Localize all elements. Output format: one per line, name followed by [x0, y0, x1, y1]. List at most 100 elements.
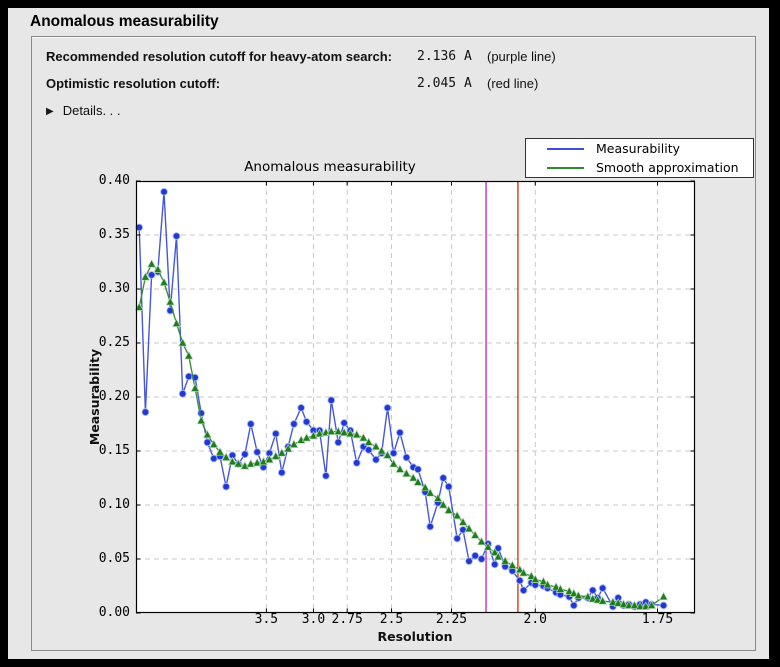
smooth-approximation-point [493, 551, 503, 561]
measurability-point [372, 455, 380, 464]
details-disclosure[interactable]: ▶ Details. . . [46, 103, 121, 118]
smooth-approximation-point [458, 517, 468, 526]
measurability-point [659, 601, 668, 610]
measurability-point [471, 551, 480, 560]
smooth-approximation-point [573, 590, 584, 600]
measurability-point [426, 522, 435, 531]
measurability-point [465, 557, 473, 566]
smooth-approximation-point [326, 426, 336, 436]
measurability-point [352, 459, 361, 467]
legend-line-blue [547, 148, 584, 150]
chart-legend: Measurability Smooth approximation [525, 138, 754, 178]
measurability-point [439, 474, 448, 482]
y-tick-label: 0.00 [98, 605, 130, 620]
x-tick-label: 1.75 [641, 612, 674, 627]
legend-entry-measurability: Measurability [526, 140, 753, 157]
legend-label: Smooth approximation [596, 160, 739, 175]
smooth-approximation-point [171, 318, 182, 328]
optimistic-cutoff-value: 2.045 A [417, 76, 472, 91]
chart-title: Anomalous measurability [244, 159, 416, 175]
measurability-point [135, 223, 144, 232]
smooth-approximation-point [153, 264, 163, 274]
measurability-point [246, 420, 255, 428]
smooth-approximation-point [264, 454, 274, 464]
smooth-approximation-point [658, 591, 669, 601]
x-axis-label: Resolution [377, 629, 453, 644]
measurability-point [297, 403, 305, 412]
y-tick-label: 0.30 [98, 281, 130, 296]
smooth-approximation-point [433, 493, 443, 502]
smooth-approximation-point [500, 556, 510, 565]
measurability-point [515, 576, 524, 585]
smooth-approximation-point [190, 383, 200, 392]
smooth-approximation-point [438, 499, 448, 509]
smooth-approximation-point [134, 302, 144, 311]
measurability-point [490, 560, 499, 569]
smooth-approximation-point [629, 600, 640, 609]
recommended-cutoff-value: 2.136 A [417, 49, 472, 64]
smooth-approximation-point [233, 458, 243, 468]
smooth-approximation-point [490, 547, 500, 556]
optimistic-cutoff-label: Optimistic resolution cutoff: [46, 76, 221, 91]
smooth-approximation-point [202, 429, 212, 439]
smooth-approximation-point [564, 586, 574, 595]
smooth-approximation-point [608, 597, 618, 606]
measurability-point [222, 482, 230, 491]
measurability-point [364, 446, 373, 454]
measurability-point [569, 601, 578, 610]
measurability-point [453, 534, 462, 543]
measurability-point [172, 232, 181, 240]
smooth-approximation-point [518, 567, 529, 577]
smooth-approximation-point [333, 426, 343, 436]
measurability-point [322, 471, 330, 480]
measurability-point [327, 396, 336, 405]
measurability-point [519, 586, 528, 595]
page-title: Anomalous measurability [30, 13, 219, 30]
smooth-approximation-point [371, 441, 381, 451]
smooth-approximation-point [140, 271, 150, 281]
smooth-approximation-point [470, 530, 480, 539]
smooth-approximation-point [476, 536, 487, 546]
smooth-approximation-point [452, 510, 462, 520]
smooth-approximation-point [314, 428, 325, 438]
smooth-approximation-point [530, 574, 540, 583]
measurability-point [271, 429, 280, 438]
measurability-point [178, 389, 187, 398]
measurability-point [302, 417, 311, 426]
smooth-approximation-point [395, 464, 405, 473]
measurability-point [389, 449, 398, 458]
measurability-point [340, 419, 349, 427]
smooth-approximation-point [221, 452, 231, 461]
smooth-approximation-point [382, 450, 393, 459]
smooth-approximation-point [583, 591, 593, 601]
measurability-point [402, 453, 411, 462]
smooth-approximation-point [444, 505, 454, 514]
y-tick-label: 0.05 [98, 551, 130, 566]
plot-area [134, 180, 696, 614]
smooth-approximation-point [283, 443, 293, 453]
smooth-approximation-point [538, 576, 548, 586]
measurability-point [459, 525, 467, 534]
recommended-cutoff-label: Recommended resolution cutoff for heavy-… [46, 49, 393, 64]
smooth-approximation-point [425, 487, 435, 497]
x-tick-label: 2.75 [331, 612, 363, 627]
smooth-approximation-point [464, 523, 474, 533]
smooth-approximation-point [413, 477, 423, 486]
smooth-approximation-point [551, 581, 561, 591]
smooth-approximation-point [339, 427, 349, 437]
legend-entry-smooth: Smooth approximation [526, 159, 753, 176]
legend-label: Measurability [596, 141, 681, 156]
smooth-approximation-point [593, 594, 603, 604]
results-groupbox [31, 36, 756, 651]
smooth-approximation-point [588, 593, 598, 603]
measurability-point [160, 187, 168, 196]
measurability-point [290, 420, 298, 428]
smooth-approximation-point [526, 571, 536, 580]
smooth-approximation-point [301, 432, 312, 442]
smooth-approximation-point [352, 429, 362, 439]
x-tick-label: 3.0 [301, 612, 326, 627]
measurability-point [396, 428, 404, 437]
smooth-approximation-point [227, 456, 238, 466]
recommended-cutoff-note: (purple line) [487, 49, 556, 64]
smooth-approximation-point [345, 428, 355, 438]
